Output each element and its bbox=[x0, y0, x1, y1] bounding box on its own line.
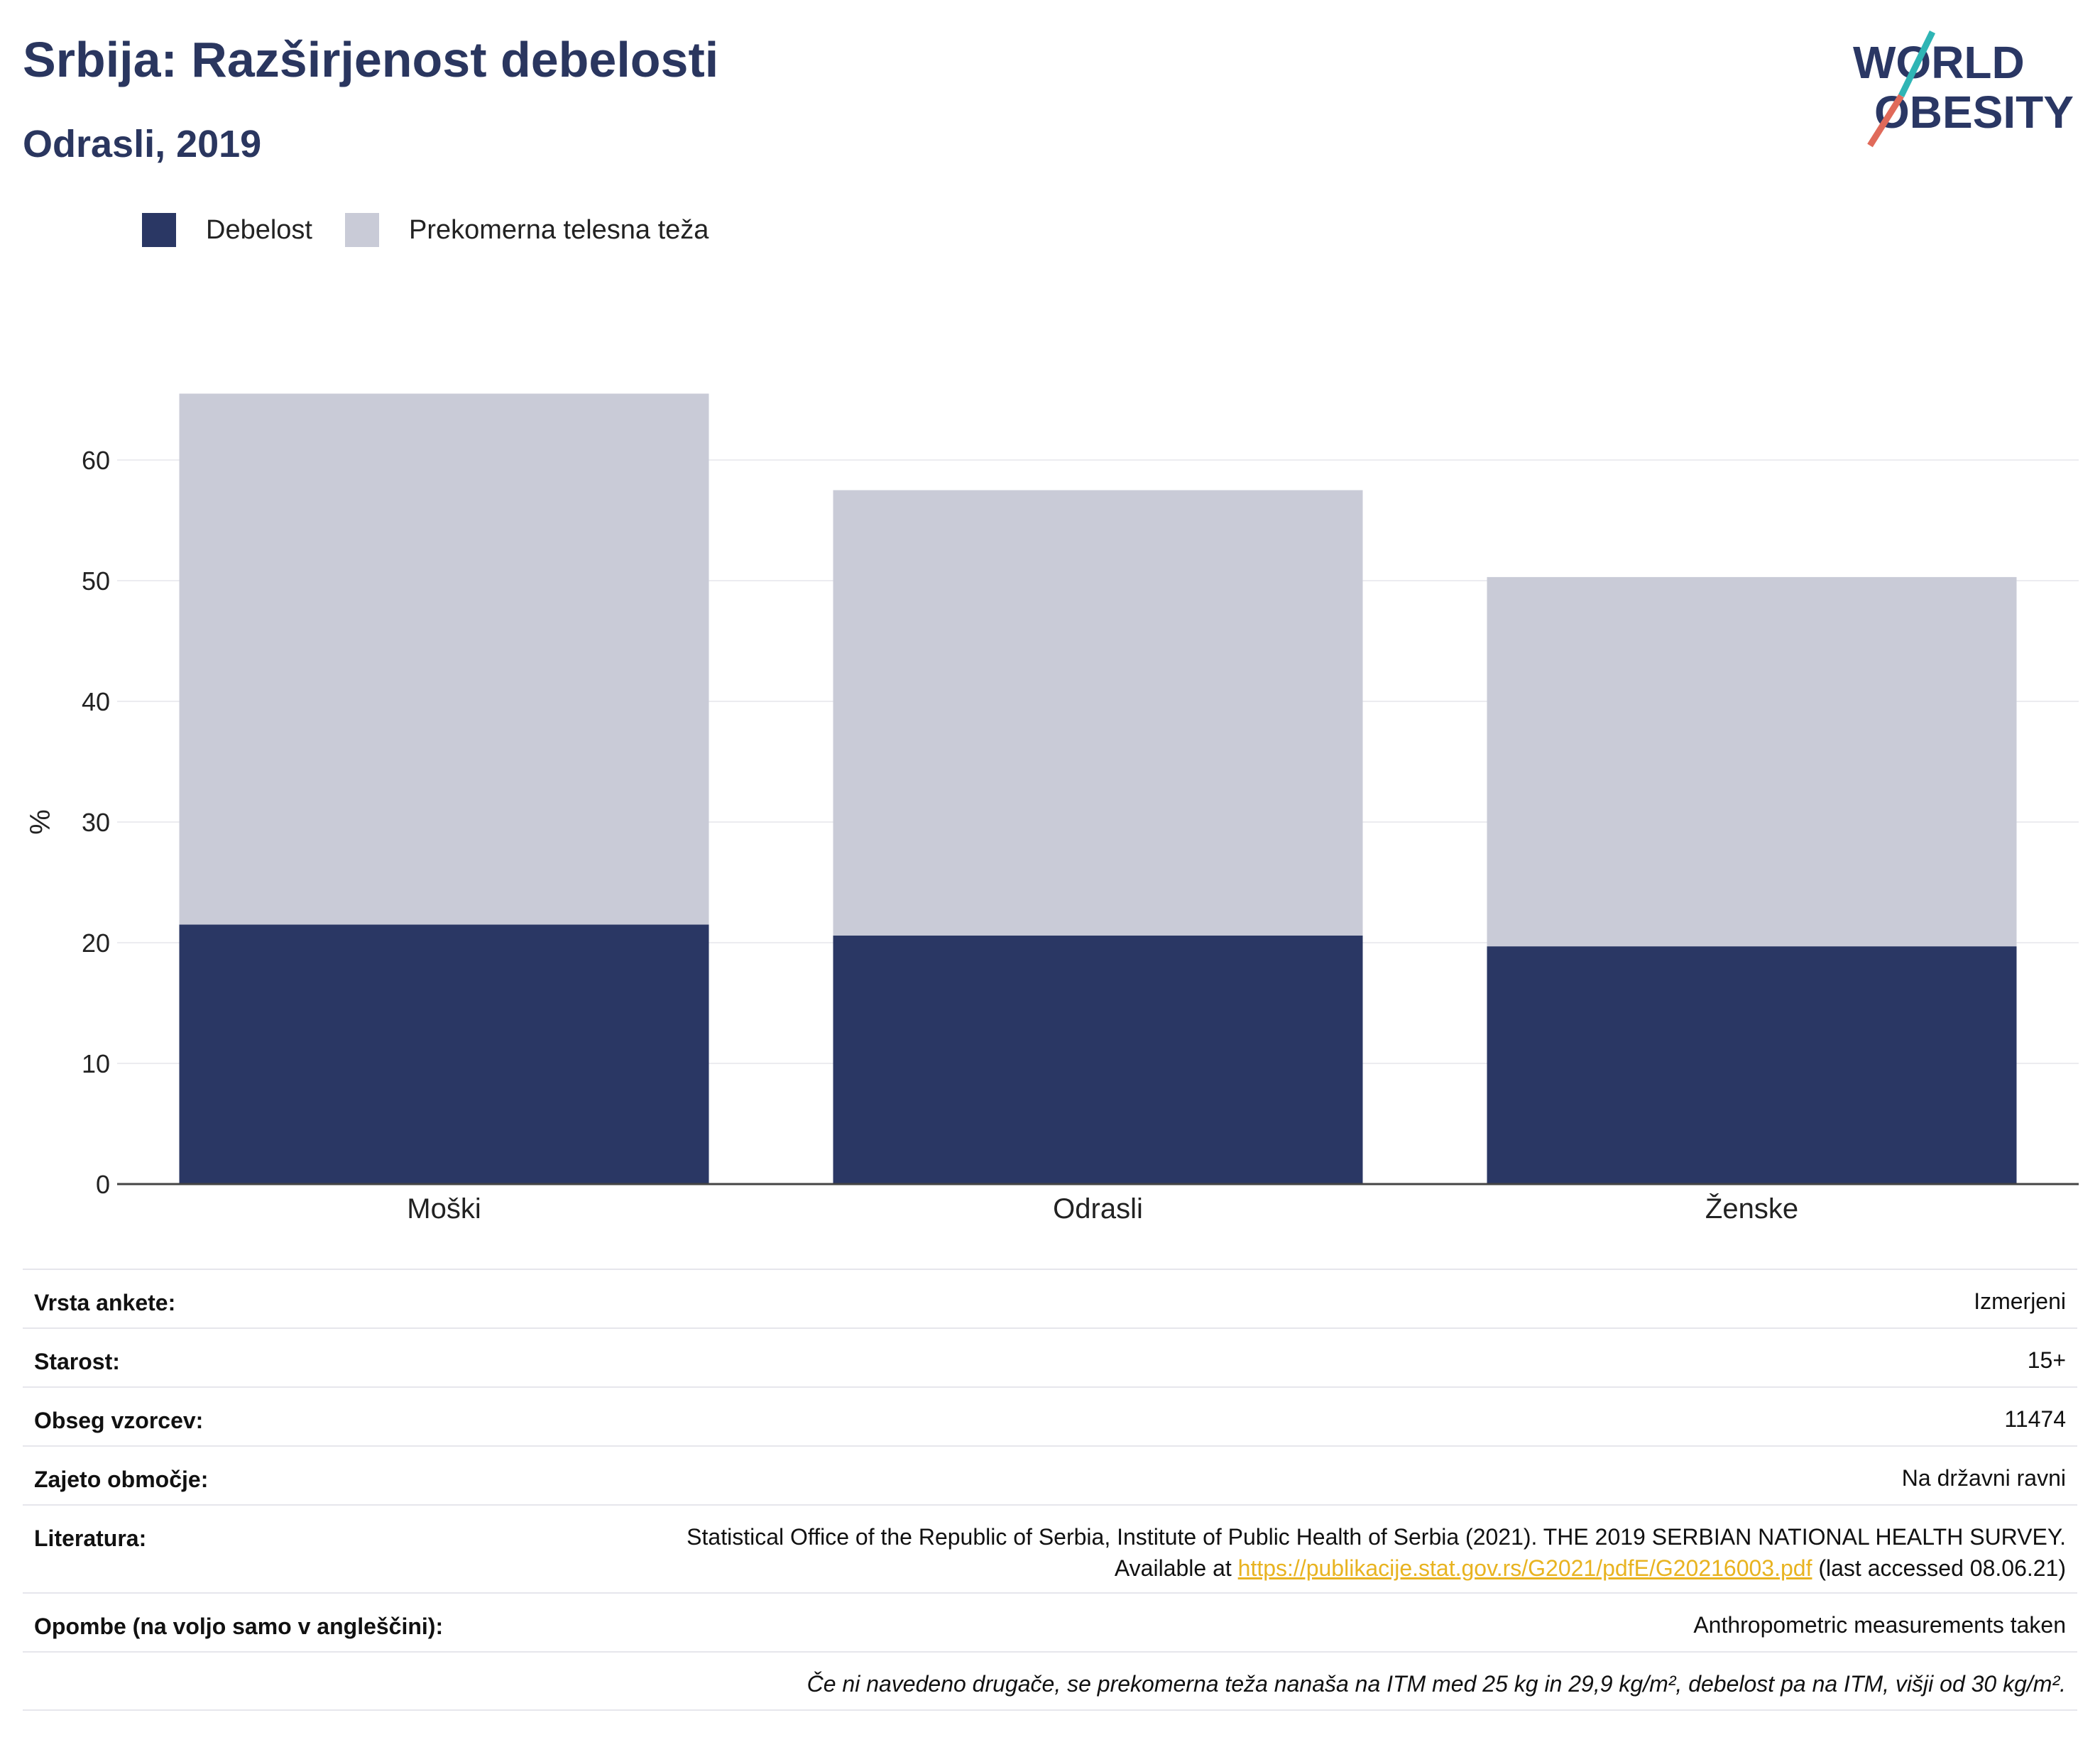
info-row: Vrsta ankete: Izmerjeni bbox=[23, 1269, 2077, 1327]
info-value-literature: Statistical Office of the Republic of Se… bbox=[687, 1524, 2066, 1581]
info-key: Vrsta ankete: bbox=[34, 1290, 176, 1315]
info-key: Obseg vzorcev: bbox=[34, 1408, 204, 1433]
bar-overweight bbox=[833, 490, 1363, 936]
bar-overweight bbox=[179, 393, 709, 925]
info-row: Obseg vzorcev: 11474 bbox=[23, 1386, 2077, 1445]
legend-swatch-obesity bbox=[142, 213, 176, 247]
bar-obesity bbox=[179, 924, 709, 1184]
y-tick-label: 60 bbox=[82, 446, 110, 475]
chart-subtitle: Odrasli, 2019 bbox=[23, 123, 262, 165]
legend-item-overweight[interactable]: Prekomerna telesna teža bbox=[344, 213, 709, 247]
y-tick-label: 20 bbox=[82, 929, 110, 958]
legend-swatch-overweight bbox=[344, 213, 379, 247]
chart-legend: Debelost Prekomerna telesna teža bbox=[142, 210, 741, 250]
y-tick-label: 40 bbox=[82, 687, 110, 716]
info-row: Zajeto območje: Na državni ravni bbox=[23, 1445, 2077, 1504]
info-value-notes: Anthropometric measurements taken bbox=[1693, 1612, 2066, 1638]
y-tick-label: 50 bbox=[82, 566, 110, 596]
y-tick-label: 0 bbox=[96, 1170, 110, 1199]
info-row: Starost: 15+ bbox=[23, 1327, 2077, 1386]
svg-text:WORLD: WORLD bbox=[1853, 37, 2025, 88]
legend-label-obesity: Debelost bbox=[206, 214, 312, 245]
info-key-literature: Literatura: bbox=[34, 1526, 147, 1551]
legend-label-overweight: Prekomerna telesna teža bbox=[408, 214, 709, 245]
bar-obesity bbox=[1487, 946, 2017, 1184]
x-tick-label: Moški bbox=[407, 1193, 481, 1225]
info-row-literature: Literatura: Statistical Office of the Re… bbox=[23, 1504, 2077, 1592]
info-value: Na državni ravni bbox=[1901, 1465, 2066, 1491]
info-row-notes: Opombe (na voljo samo v angleščini): Ant… bbox=[23, 1592, 2077, 1651]
legend-item-obesity[interactable]: Debelost bbox=[142, 213, 312, 247]
chart-title: Srbija: Razširjenost debelosti bbox=[23, 32, 719, 87]
bar-obesity bbox=[833, 935, 1363, 1184]
info-value: Izmerjeni bbox=[1974, 1288, 2066, 1314]
info-key: Zajeto območje: bbox=[34, 1467, 209, 1492]
info-value: 11474 bbox=[2004, 1406, 2066, 1432]
stacked-bar-chart: 0 10 20 30 40 50 60% Moški Odrasli Ženske bbox=[25, 393, 2079, 1225]
x-tick-label: Ženske bbox=[1705, 1193, 1798, 1225]
world-obesity-logo: WORLD OBESITY bbox=[1853, 31, 2074, 148]
literature-link[interactable]: https://publikacije.stat.gov.rs/G2021/pd… bbox=[1237, 1555, 1812, 1581]
info-key-notes: Opombe (na voljo samo v angleščini): bbox=[34, 1614, 444, 1639]
footnote-text: Če ni navedeno drugače, se prekomerna te… bbox=[806, 1671, 2066, 1697]
info-value: 15+ bbox=[2027, 1347, 2066, 1373]
bar-overweight bbox=[1487, 576, 2017, 947]
survey-info-table: Vrsta ankete: Izmerjeni Starost: 15+ Obseg v… bbox=[23, 1269, 2077, 1711]
y-tick-label: 10 bbox=[82, 1049, 110, 1078]
x-tick-label: Odrasli bbox=[1053, 1193, 1143, 1225]
info-key: Starost: bbox=[34, 1349, 120, 1374]
y-tick-label: 30 bbox=[82, 808, 110, 837]
svg-text:OBESITY: OBESITY bbox=[1874, 87, 2074, 138]
y-axis-label: % bbox=[25, 809, 56, 835]
info-row-footnote: Če ni navedeno drugače, se prekomerna te… bbox=[23, 1651, 2077, 1711]
